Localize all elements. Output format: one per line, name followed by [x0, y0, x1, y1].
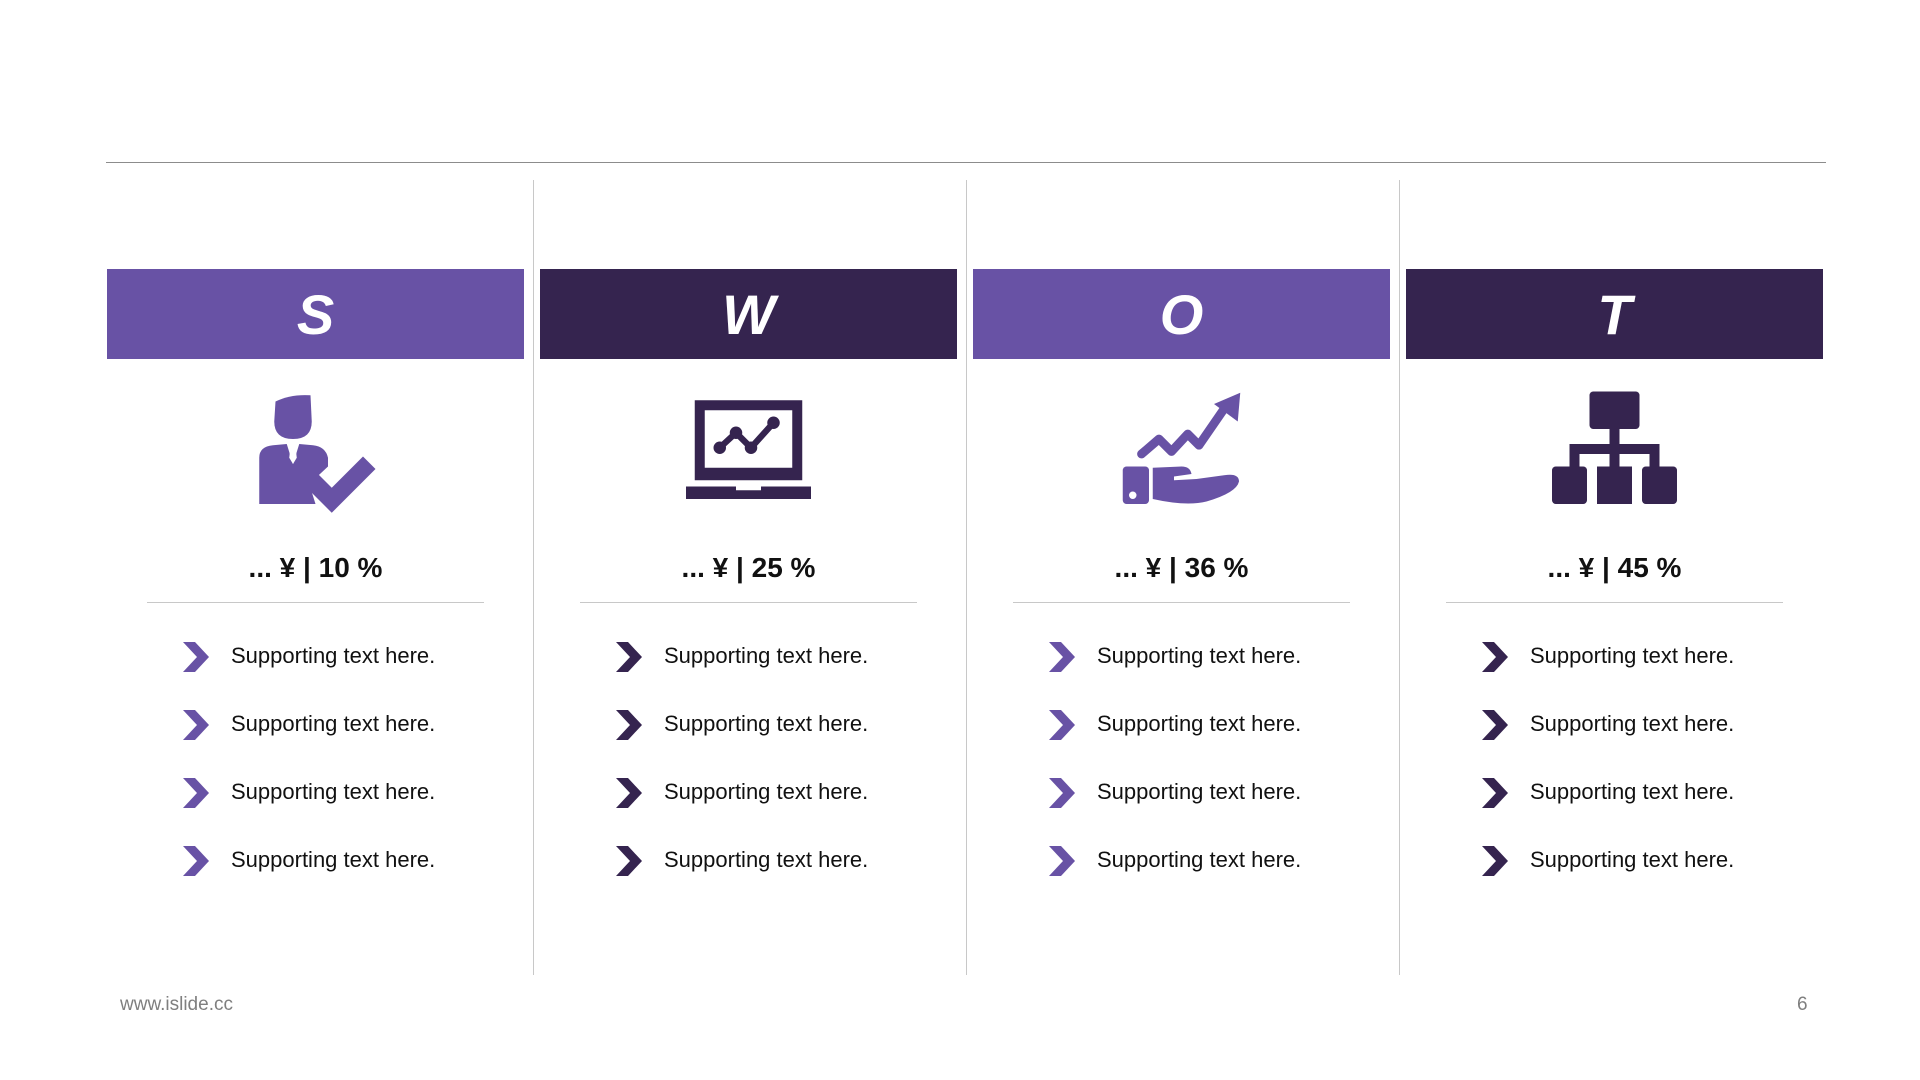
- list-item: Supporting text here.: [616, 709, 868, 777]
- chevron-right-icon: [183, 846, 209, 876]
- chevron-right-icon: [1049, 846, 1075, 876]
- bullet-text: Supporting text here.: [1097, 643, 1302, 668]
- list-item: Supporting text here.: [1049, 709, 1301, 777]
- chevron-right-icon: [616, 846, 642, 876]
- list-item: Supporting text here.: [1482, 777, 1734, 845]
- bullet-text: Supporting text here.: [1530, 847, 1735, 872]
- chevron-right-icon: [1482, 710, 1508, 740]
- bullet-text: Supporting text here.: [664, 643, 869, 668]
- list-item: Supporting text here.: [183, 777, 435, 845]
- metric-value: ... ¥ | 25 %: [681, 552, 816, 583]
- column-header-bar: O: [973, 269, 1390, 359]
- bullet-list: Supporting text here. Supporting text he…: [183, 641, 435, 913]
- swot-column-strengths: S ... ¥ | 10 % Supporting text here. Sup…: [107, 269, 524, 949]
- swot-column-weaknesses: W ... ¥ | 25 % Supporting text here. Sup…: [540, 269, 957, 949]
- column-header-bar: W: [540, 269, 957, 359]
- chevron-right-icon: [1049, 778, 1075, 808]
- metric-underline: [580, 602, 917, 603]
- column-divider: [1399, 180, 1400, 975]
- swot-column-threats: T ... ¥ | 45 % Supporting text here. Sup…: [1406, 269, 1823, 949]
- column-letter: T: [1597, 282, 1632, 346]
- chevron-right-icon: [183, 642, 209, 672]
- bullet-text: Supporting text here.: [664, 711, 869, 736]
- list-item: Supporting text here.: [616, 777, 868, 845]
- list-item: Supporting text here.: [1482, 709, 1734, 777]
- swot-column-opportunities: O ... ¥ | 36 % Supporting text here. Sup…: [973, 269, 1390, 949]
- chevron-right-icon: [1482, 642, 1508, 672]
- list-item: Supporting text here.: [183, 709, 435, 777]
- chevron-right-icon: [616, 710, 642, 740]
- list-item: Supporting text here.: [616, 641, 868, 709]
- list-item: Supporting text here.: [183, 641, 435, 709]
- bullet-list: Supporting text here. Supporting text he…: [616, 641, 868, 913]
- list-item: Supporting text here.: [183, 845, 435, 913]
- bullet-text: Supporting text here.: [1530, 779, 1735, 804]
- list-item: Supporting text here.: [1482, 641, 1734, 709]
- bullet-text: Supporting text here.: [664, 779, 869, 804]
- metric-value: ... ¥ | 10 %: [248, 552, 383, 583]
- metric-value: ... ¥ | 36 %: [1114, 552, 1249, 583]
- list-item: Supporting text here.: [616, 845, 868, 913]
- chevron-right-icon: [1049, 710, 1075, 740]
- chevron-right-icon: [1049, 642, 1075, 672]
- chevron-right-icon: [1482, 778, 1508, 808]
- bullet-list: Supporting text here. Supporting text he…: [1049, 641, 1301, 913]
- bullet-text: Supporting text here.: [231, 779, 436, 804]
- hand-growth-arrow-icon: [973, 389, 1390, 514]
- list-item: Supporting text here.: [1482, 845, 1734, 913]
- bullet-text: Supporting text here.: [231, 643, 436, 668]
- bullet-text: Supporting text here.: [1097, 847, 1302, 872]
- bullet-text: Supporting text here.: [1097, 779, 1302, 804]
- bullet-text: Supporting text here.: [231, 711, 436, 736]
- chevron-right-icon: [183, 710, 209, 740]
- bullet-list: Supporting text here. Supporting text he…: [1482, 641, 1734, 913]
- column-letter: W: [722, 282, 775, 346]
- metric-underline: [1013, 602, 1350, 603]
- footer-website-url: www.islide.cc: [120, 994, 233, 1015]
- businessman-check-icon: [107, 389, 524, 514]
- org-chart-icon: [1406, 389, 1823, 514]
- bullet-text: Supporting text here.: [664, 847, 869, 872]
- chevron-right-icon: [183, 778, 209, 808]
- chevron-right-icon: [616, 778, 642, 808]
- metric-underline: [1446, 602, 1783, 603]
- metric-value: ... ¥ | 45 %: [1547, 552, 1682, 583]
- chevron-right-icon: [1482, 846, 1508, 876]
- bullet-text: Supporting text here.: [1097, 711, 1302, 736]
- list-item: Supporting text here.: [1049, 641, 1301, 709]
- chevron-right-icon: [616, 642, 642, 672]
- top-divider-line: [106, 162, 1826, 163]
- column-letter: O: [1159, 282, 1204, 346]
- metric-underline: [147, 602, 484, 603]
- monitor-line-chart-icon: [540, 389, 957, 514]
- bullet-text: Supporting text here.: [1530, 643, 1735, 668]
- bullet-text: Supporting text here.: [231, 847, 436, 872]
- column-letter: S: [296, 282, 335, 346]
- list-item: Supporting text here.: [1049, 777, 1301, 845]
- column-divider: [533, 180, 534, 975]
- column-header-bar: T: [1406, 269, 1823, 359]
- column-header-bar: S: [107, 269, 524, 359]
- bullet-text: Supporting text here.: [1530, 711, 1735, 736]
- page-number: 6: [1797, 994, 1808, 1015]
- list-item: Supporting text here.: [1049, 845, 1301, 913]
- column-divider: [966, 180, 967, 975]
